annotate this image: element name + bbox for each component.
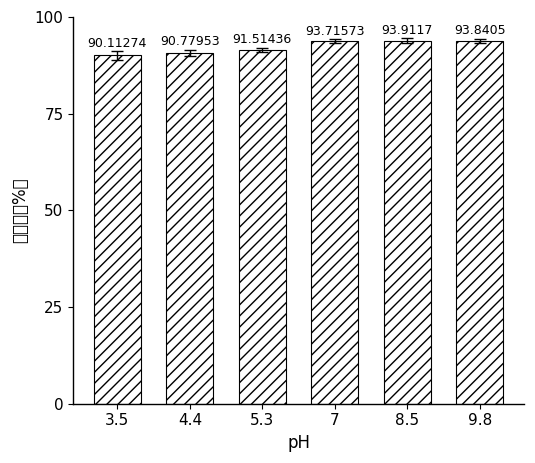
- Y-axis label: 去除率（%）: 去除率（%）: [11, 177, 29, 243]
- Text: 91.51436: 91.51436: [233, 33, 292, 46]
- Bar: [384, 41, 431, 404]
- Text: 93.8405: 93.8405: [454, 25, 506, 38]
- Bar: [239, 50, 286, 404]
- Bar: [456, 41, 503, 404]
- Bar: [311, 41, 358, 404]
- X-axis label: pH: pH: [287, 434, 310, 452]
- Bar: [166, 53, 213, 404]
- Text: 93.71573: 93.71573: [305, 25, 364, 38]
- Text: 90.77953: 90.77953: [160, 36, 220, 49]
- Text: 93.9117: 93.9117: [381, 24, 433, 37]
- Text: 90.11274: 90.11274: [88, 37, 147, 50]
- Bar: [94, 55, 141, 404]
